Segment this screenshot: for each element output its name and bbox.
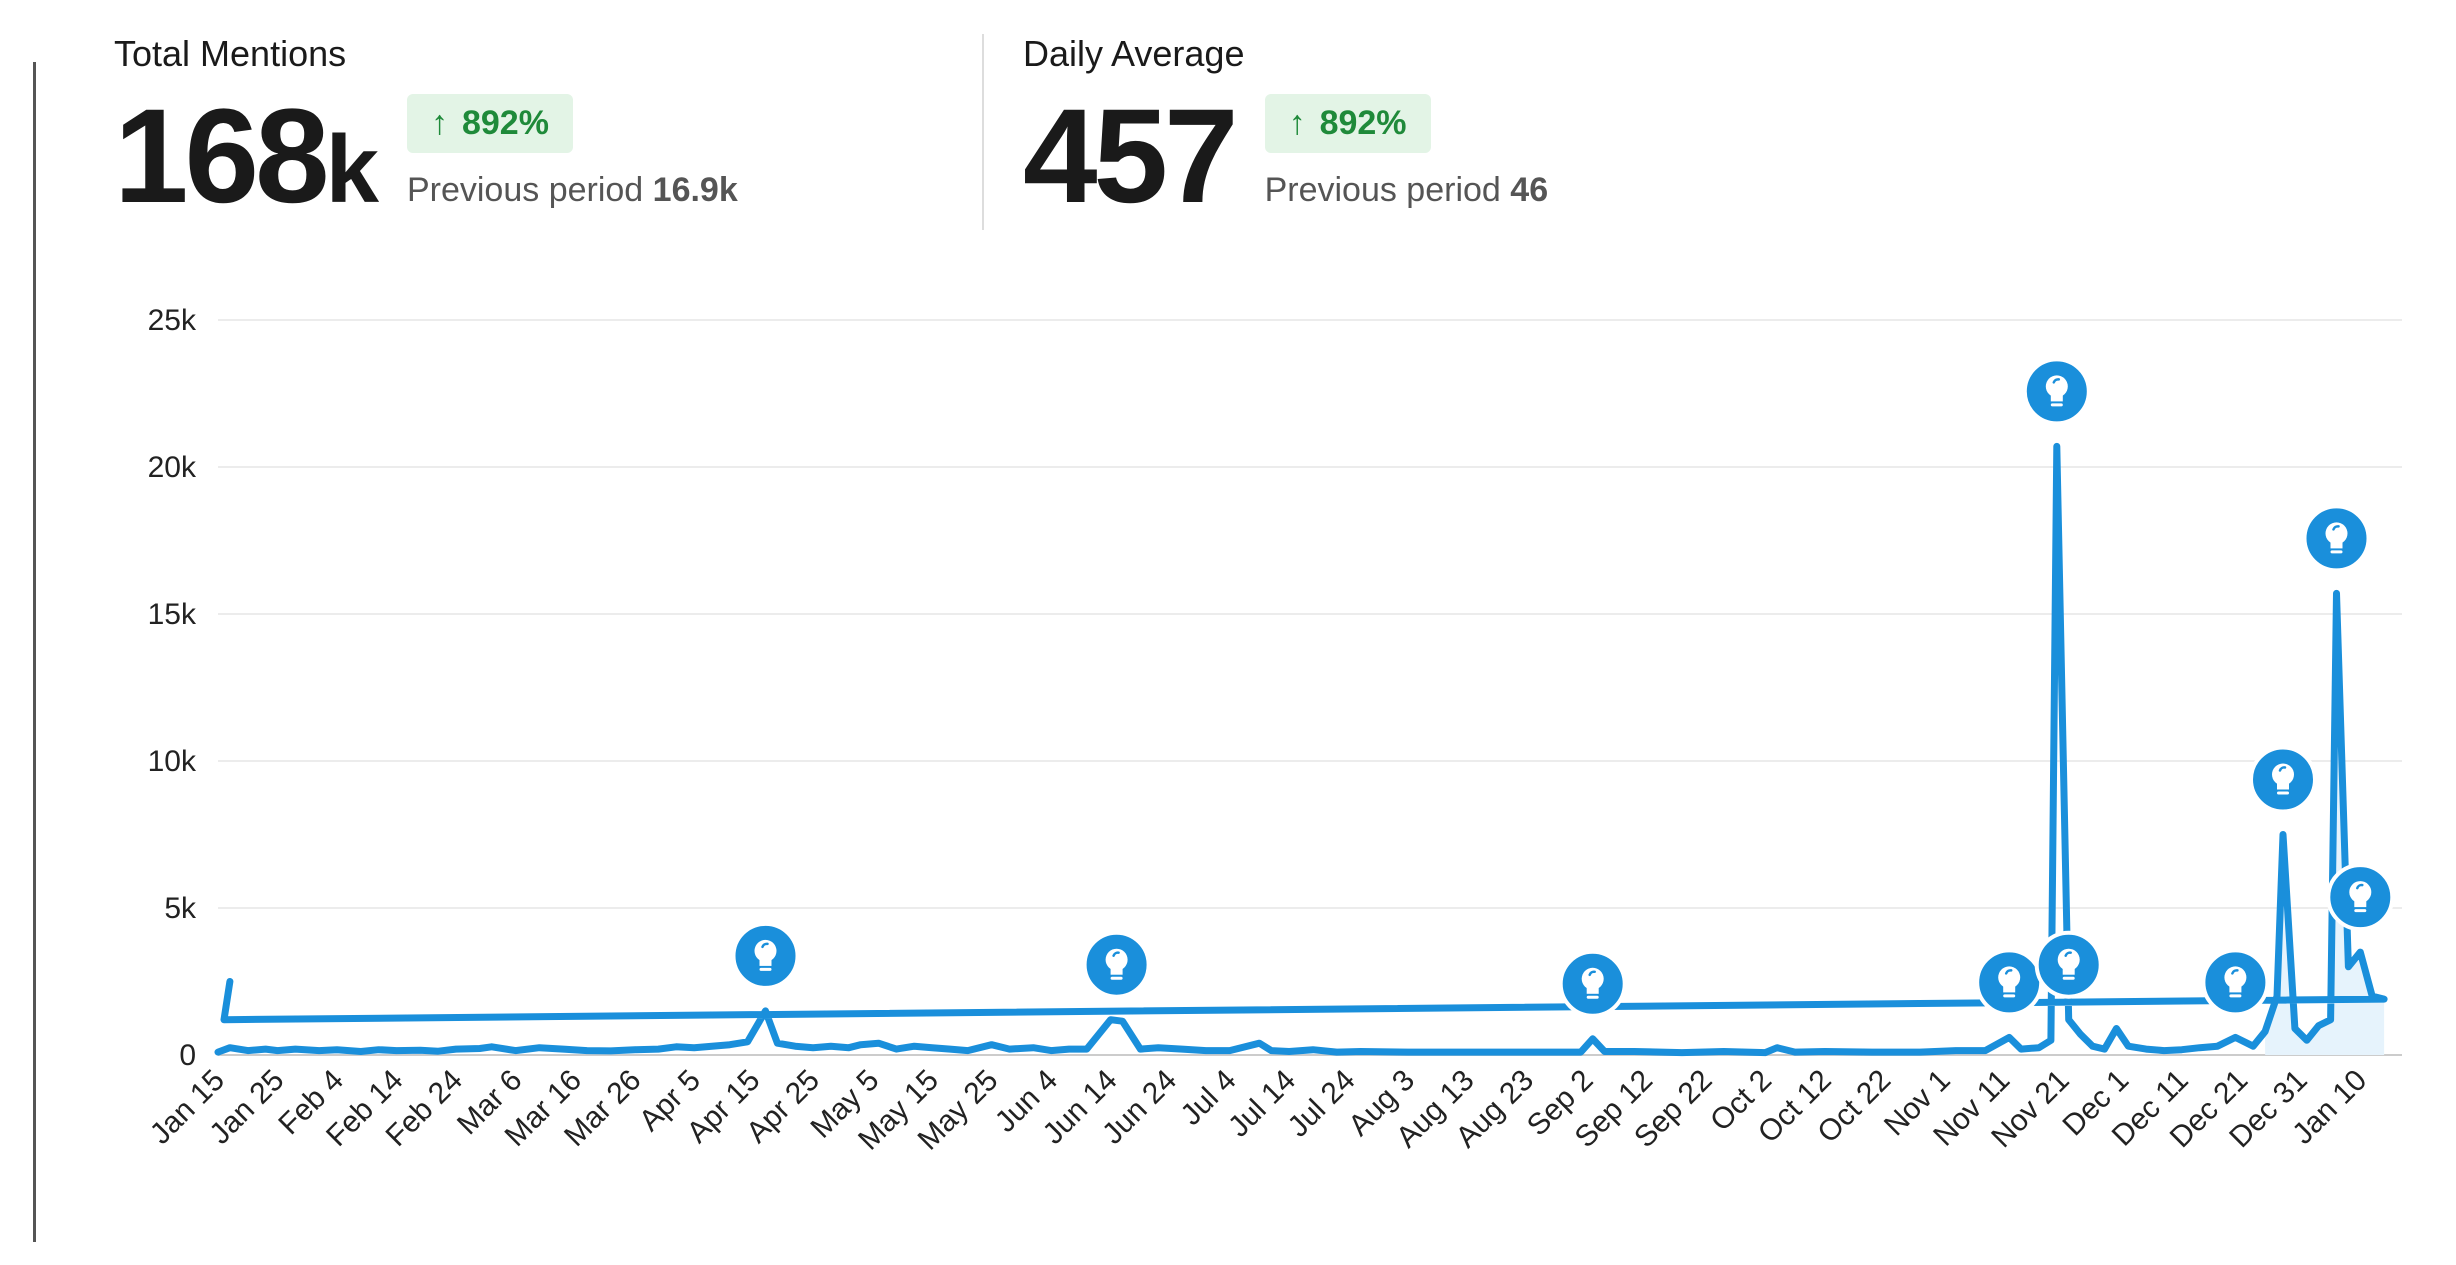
series-area bbox=[2265, 593, 2385, 1055]
arrow-up-icon: ↑ bbox=[1288, 104, 1306, 142]
kpi-value: 457 bbox=[1023, 90, 1239, 224]
kpi-value-number: 168 bbox=[114, 82, 330, 231]
x-tick-label: Jul 24 bbox=[1282, 1064, 1362, 1144]
previous-period-label: Previous period bbox=[1264, 171, 1501, 209]
kpi-daily-average: Daily Average 457 ↑ 892% Previous period … bbox=[1023, 28, 1548, 224]
previous-period-value: 46 bbox=[1510, 171, 1549, 209]
insight-marker[interactable] bbox=[2326, 863, 2395, 932]
previous-period: Previous period 46 bbox=[1265, 171, 1549, 210]
insight-marker[interactable] bbox=[2302, 504, 2371, 573]
insight-marker[interactable] bbox=[1558, 949, 1627, 1018]
y-tick-label: 20k bbox=[148, 451, 197, 484]
lightbulb-icon bbox=[2057, 948, 2080, 980]
change-value: 892% bbox=[461, 104, 549, 142]
y-tick-label: 25k bbox=[148, 304, 197, 337]
y-tick-label: 0 bbox=[179, 1039, 196, 1072]
previous-period: Previous period 16.9k bbox=[407, 171, 738, 210]
change-badge: ↑ 892% bbox=[406, 94, 573, 153]
y-tick-label: 5k bbox=[164, 892, 197, 925]
kpi-value-unit: k bbox=[325, 116, 379, 223]
lightbulb-icon bbox=[754, 939, 777, 971]
previous-period-value: 16.9k bbox=[652, 171, 738, 209]
y-tick-label: 15k bbox=[148, 598, 197, 631]
insight-marker[interactable] bbox=[2034, 930, 2103, 999]
series-line bbox=[214, 442, 2388, 1057]
lightbulb-icon bbox=[1998, 966, 2021, 998]
arrow-up-icon: ↑ bbox=[430, 104, 448, 142]
lightbulb-icon bbox=[1581, 967, 1604, 999]
lightbulb-icon bbox=[2325, 522, 2348, 554]
lightbulb-icon bbox=[2272, 763, 2294, 795]
lightbulb-icon bbox=[1105, 948, 1128, 980]
y-tick-label: 10k bbox=[148, 745, 197, 778]
left-border bbox=[33, 62, 36, 1242]
insight-marker[interactable] bbox=[2249, 745, 2317, 814]
y-axis: 0 5k 10k 15k 20k 25k bbox=[148, 304, 197, 1072]
insight-marker[interactable] bbox=[731, 921, 800, 990]
insight-marker[interactable] bbox=[1975, 948, 2044, 1017]
lightbulb-icon bbox=[2349, 881, 2372, 913]
chart-grid bbox=[218, 319, 2402, 1056]
insight-markers bbox=[731, 357, 2395, 1018]
change-value: 892% bbox=[1319, 104, 1407, 142]
kpi-total-mentions: Total Mentions 168k ↑ 892% Previous perio… bbox=[114, 28, 738, 224]
kpi-divider bbox=[982, 34, 984, 230]
change-badge: ↑ 892% bbox=[1264, 94, 1431, 153]
insight-marker[interactable] bbox=[2201, 948, 2270, 1017]
kpi-title: Total Mentions bbox=[114, 33, 347, 74]
lightbulb-icon bbox=[2224, 966, 2247, 998]
kpi-value: 168k bbox=[114, 90, 379, 224]
kpi-value-number: 457 bbox=[1023, 82, 1239, 231]
kpi-title: Daily Average bbox=[1023, 33, 1245, 74]
lightbulb-icon bbox=[2045, 375, 2068, 407]
x-tick-label: Jul 14 bbox=[1222, 1064, 1302, 1144]
insight-marker[interactable] bbox=[2022, 357, 2091, 426]
insight-marker[interactable] bbox=[1082, 930, 1151, 999]
previous-period-label: Previous period bbox=[406, 171, 644, 209]
